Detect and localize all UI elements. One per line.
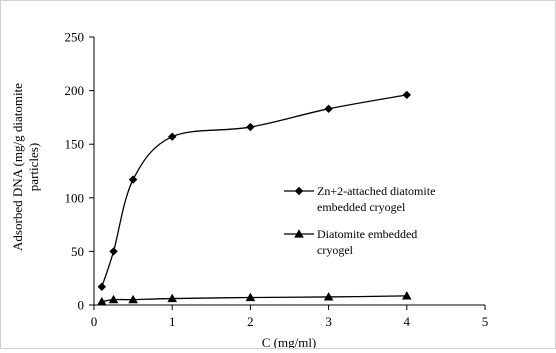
series-1-point — [402, 90, 411, 100]
series-2-point — [323, 292, 334, 301]
series-1-point — [168, 132, 177, 141]
series-1 — [97, 90, 411, 291]
y-tick-label: 50 — [71, 244, 84, 259]
x-tick-label: 2 — [247, 314, 254, 329]
legend-marker — [294, 186, 304, 196]
series-1-point — [324, 104, 333, 114]
tick-labels: 0 50 100 150 200 250 0 1 2 3 4 5 — [65, 30, 489, 330]
series-2-point — [97, 296, 107, 306]
series-2-point — [128, 294, 138, 304]
legend-marker — [294, 229, 304, 238]
x-tick-label: 3 — [325, 314, 332, 329]
series-1-point — [246, 122, 255, 132]
legend-label-line-2: embedded cryogel — [317, 200, 406, 214]
series-2-point — [402, 291, 412, 300]
x-tick-label: 1 — [169, 314, 176, 329]
y-tick-label: 100 — [65, 190, 85, 205]
y-tick-label: 250 — [65, 30, 85, 45]
series-1-point — [128, 175, 138, 184]
x-tick-label: 4 — [404, 314, 411, 329]
x-tick-label: 0 — [91, 314, 98, 329]
y-tick-label: 200 — [65, 83, 85, 98]
series-2-point — [108, 294, 119, 304]
x-tick-label: 5 — [482, 314, 489, 329]
series-1-point — [109, 247, 118, 256]
x-axis-label: C (mg/ml) — [262, 335, 317, 348]
y-tick-label: 150 — [65, 137, 85, 152]
legend-entry-2: Diatomite embedded cryogel — [284, 227, 417, 257]
series-1-point — [97, 282, 107, 291]
series-layer — [97, 90, 412, 306]
legend-label-line-1: Diatomite embedded — [317, 227, 417, 241]
series-2 — [97, 291, 412, 306]
series-2-point — [167, 293, 177, 303]
adsorption-chart: 0 50 100 150 200 250 0 1 2 3 4 5 Zn+2-attached diat… — [10, 30, 489, 351]
y-axis-label-line-2: particles) — [26, 143, 41, 191]
legend-label-line-1: Zn+2-attached diatomite — [317, 184, 435, 198]
legend: Zn+2-attached diatomite embedded cryogel D… — [284, 184, 435, 257]
y-tick-label: 0 — [78, 298, 85, 313]
series-2-point — [245, 292, 256, 302]
y-axis-label-line-1: Adsorbed DNA (mg/g diatomite — [10, 83, 25, 251]
legend-entry-1: Zn+2-attached diatomite embedded cryogel — [284, 184, 435, 214]
axes — [89, 36, 486, 310]
legend-label-line-2: cryogel — [317, 243, 354, 257]
